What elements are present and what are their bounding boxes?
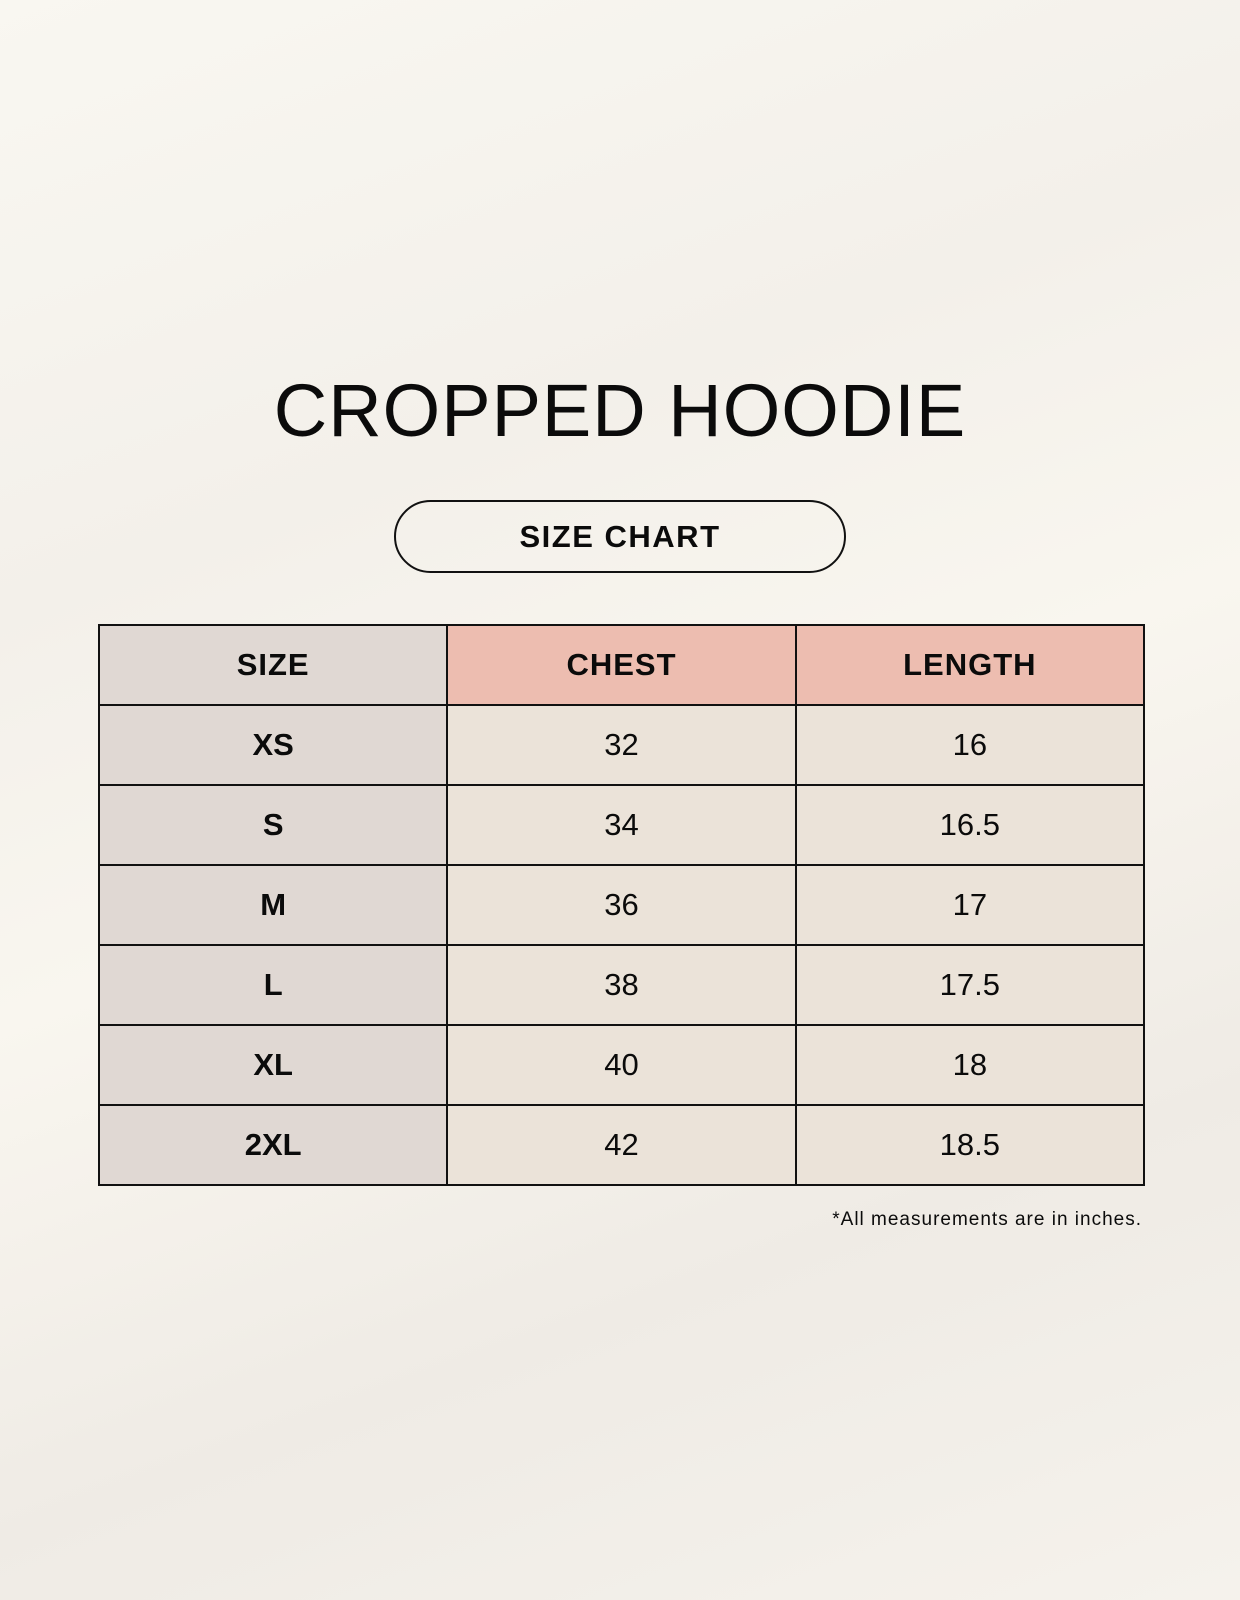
size-cell: XL	[97, 1024, 449, 1106]
table-row: L 38 17.5	[97, 944, 1146, 1026]
length-cell: 17	[794, 864, 1146, 946]
length-cell: 16	[794, 704, 1146, 786]
table-row: 2XL 42 18.5	[97, 1104, 1146, 1186]
length-cell: 18	[794, 1024, 1146, 1106]
length-cell: 18.5	[794, 1104, 1146, 1186]
size-cell: S	[97, 784, 449, 866]
header-length: LENGTH	[794, 624, 1146, 706]
chest-cell: 40	[446, 1024, 797, 1106]
size-cell: XS	[97, 704, 449, 786]
table-row: XL 40 18	[97, 1024, 1146, 1106]
size-chart-label: SIZE CHART	[394, 500, 846, 573]
table-header-row: SIZE CHEST LENGTH	[97, 624, 1146, 706]
chest-cell: 36	[446, 864, 797, 946]
chest-cell: 38	[446, 944, 797, 1026]
size-cell: M	[97, 864, 449, 946]
table-row: XS 32 16	[97, 704, 1146, 786]
length-cell: 16.5	[794, 784, 1146, 866]
size-cell: L	[97, 944, 449, 1026]
chest-cell: 42	[446, 1104, 797, 1186]
length-cell: 17.5	[794, 944, 1146, 1026]
size-cell: 2XL	[97, 1104, 449, 1186]
page-title: CROPPED HOODIE	[273, 369, 967, 452]
size-chart-table: SIZE CHEST LENGTH XS 32 16 S 34 16.5 M 36 17 L 38 1…	[97, 624, 1146, 1186]
header-size: SIZE	[97, 624, 449, 706]
table-row: S 34 16.5	[97, 784, 1146, 866]
chest-cell: 34	[446, 784, 797, 866]
header-chest: CHEST	[446, 624, 797, 706]
table-row: M 36 17	[97, 864, 1146, 946]
chest-cell: 32	[446, 704, 797, 786]
footnote: *All measurements are in inches.	[832, 1209, 1142, 1230]
